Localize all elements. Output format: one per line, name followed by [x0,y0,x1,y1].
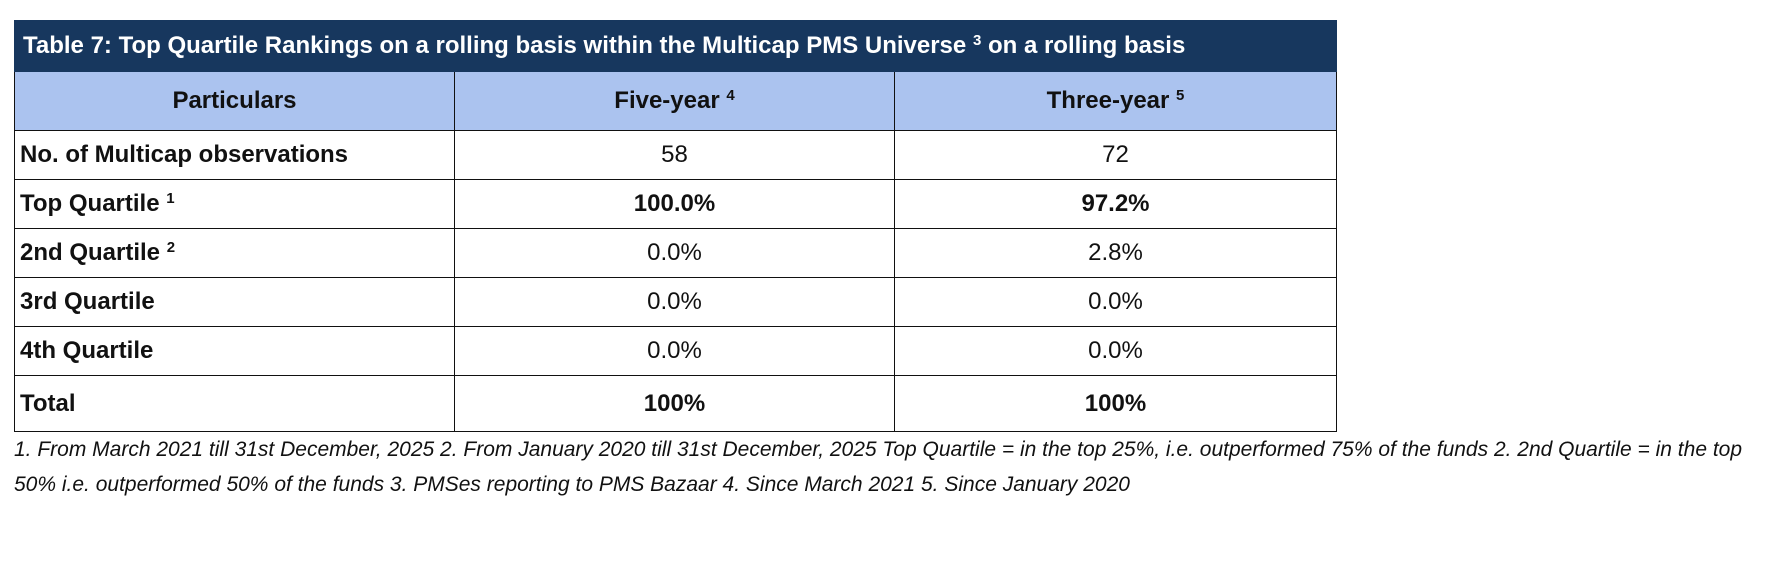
quartile-rankings-table: Table 7: Top Quartile Rankings on a roll… [14,20,1337,432]
header-three-year: Three-year 5 [894,71,1337,131]
three-year-cell: 0.0% [894,277,1337,327]
three-year-cell: 97.2% [894,179,1337,229]
row-label: 4th Quartile [14,326,455,376]
header-label: Three-year [1046,87,1170,114]
table-row: 3rd Quartile 0.0% 0.0% [14,277,1337,327]
row-label-sup: 1 [166,190,175,207]
five-year-cell: 100% [454,375,895,432]
table-row: Top Quartile 1 100.0% 97.2% [14,179,1337,229]
table-title-row: Table 7: Top Quartile Rankings on a roll… [14,20,1337,72]
row-label-text: Total [20,389,76,417]
five-year-cell: 0.0% [454,326,895,376]
row-label: Total [14,375,455,432]
five-year-cell: 0.0% [454,277,895,327]
header-particulars: Particulars [14,71,455,131]
three-year-cell: 72 [894,130,1337,180]
row-label-text: 4th Quartile [20,337,154,364]
quartile-rankings-table-container: Table 7: Top Quartile Rankings on a roll… [14,20,1337,432]
row-label: No. of Multicap observations [14,130,455,180]
table-footnote: 1. From March 2021 till 31st December, 2… [14,438,1743,496]
header-sup: 4 [726,87,735,104]
five-year-cell: 58 [454,130,895,180]
row-label-text: No. of Multicap observations [20,141,349,168]
row-label: Top Quartile 1 [14,179,455,229]
header-label: Five-year [614,87,720,114]
three-year-cell: 0.0% [894,326,1337,376]
row-label: 3rd Quartile [14,277,455,327]
table-title: Table 7: Top Quartile Rankings on a roll… [14,20,1337,72]
row-label-text: 3rd Quartile [20,288,155,315]
table-title-sup: 3 [972,32,982,49]
table-row-total: Total 100% 100% [14,375,1337,432]
row-label-sup: 2 [166,239,176,256]
table-row: 2nd Quartile 2 0.0% 2.8% [14,228,1337,278]
header-label: Particulars [172,87,297,114]
three-year-cell: 2.8% [894,228,1337,278]
table-row: 4th Quartile 0.0% 0.0% [14,326,1337,376]
row-label-text: 2nd Quartile [20,239,161,266]
row-label-text: Top Quartile [20,190,160,217]
five-year-cell: 100.0% [454,179,895,229]
header-five-year: Five-year 4 [454,71,895,131]
table-row: No. of Multicap observations 58 72 [14,130,1337,180]
three-year-cell: 100% [894,375,1337,432]
five-year-cell: 0.0% [454,228,895,278]
table-title-text: Table 7: Top Quartile Rankings on a roll… [23,32,967,59]
table-title-suffix: on a rolling basis [987,32,1186,59]
table-header-row: Particulars Five-year 4 Three-year 5 [14,71,1337,131]
header-sup: 5 [1176,87,1185,104]
row-label: 2nd Quartile 2 [14,228,455,278]
